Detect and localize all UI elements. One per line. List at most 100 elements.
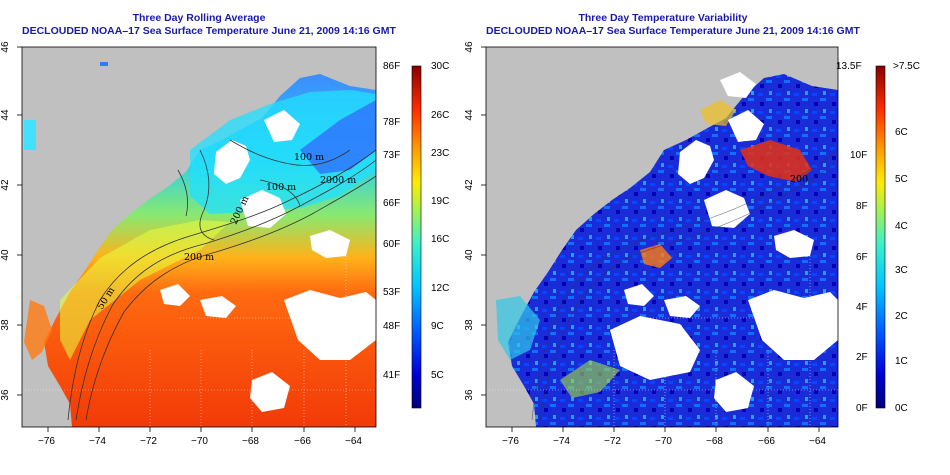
left-cloud-4 [284, 290, 376, 360]
left-cb-c-label: 23C [431, 148, 450, 159]
left-cb-f-label: 73F [383, 150, 401, 161]
left-title-line2: DECLOUDED NOAA–17 Sea Surface Temperatur… [22, 25, 396, 37]
left-lake-1 [100, 62, 108, 66]
tick-marks [17, 46, 820, 432]
right-cb-c-label: >7.5C [893, 61, 920, 72]
left-bathymetry-contours [67, 139, 377, 421]
right-cb-f-label: 10F [850, 150, 868, 161]
right-x-tick: −68 [706, 436, 723, 447]
right-cloud-10 [720, 72, 756, 98]
right-map-frame [485, 46, 839, 428]
left-cb-c-label: 30C [431, 61, 450, 72]
right-y-tick: 40 [464, 249, 475, 261]
left-cb-f-label: 86F [383, 61, 401, 72]
right-coastal-variability [496, 296, 540, 360]
left-colorbar [411, 65, 422, 409]
right-map [485, 46, 839, 428]
left-cloud-2 [264, 110, 300, 142]
right-contour-label: 200 [790, 174, 808, 185]
left-x-tick: −72 [140, 436, 157, 447]
left-y-tick: 36 [0, 389, 11, 401]
left-cloud-8 [310, 230, 350, 258]
left-contour-label: 2000 m [320, 175, 356, 186]
left-y-tick: 44 [0, 109, 11, 121]
right-cloud-7 [624, 284, 654, 306]
left-cb-c-label: 12C [431, 283, 450, 294]
right-cb-c-label: 3C [895, 265, 908, 276]
right-cloud-1 [678, 140, 714, 184]
left-cloud-5 [200, 296, 236, 318]
left-cb-f-label: 78F [383, 117, 401, 128]
left-cb-f-label: 53F [383, 287, 401, 298]
right-cloud-6 [714, 372, 754, 412]
left-gulf-cyan [190, 90, 376, 214]
right-cb-c-label: 2C [895, 311, 908, 322]
left-y-tick: 46 [0, 41, 11, 53]
right-cb-f-label: 0F [856, 403, 868, 414]
left-map-frame [21, 46, 377, 428]
left-cloud-6 [250, 372, 290, 412]
left-x-tick: −64 [345, 436, 362, 447]
right-cb-c-label: 5C [895, 174, 908, 185]
left-graticule [22, 250, 376, 427]
right-cb-c-label: 4C [895, 221, 908, 232]
right-x-tick: −64 [809, 436, 826, 447]
right-high-variability [740, 140, 812, 182]
left-cb-c-label: 9C [431, 321, 444, 332]
left-y-tick: 42 [0, 179, 11, 191]
right-cb-f-label: 6F [856, 252, 868, 263]
right-cb-f-label: 2F [856, 352, 868, 363]
left-cb-c-label: 5C [431, 370, 444, 381]
left-lake-2 [24, 120, 36, 150]
right-cloud-8 [774, 230, 814, 258]
left-x-tick: −66 [294, 436, 311, 447]
left-y-tick: 38 [0, 319, 11, 331]
left-shelf-yellow [60, 220, 230, 360]
left-x-tick: −74 [89, 436, 106, 447]
right-bathymetry-contours [531, 149, 839, 421]
left-cb-c-label: 16C [431, 234, 450, 245]
right-x-tick: −76 [502, 436, 519, 447]
left-cb-f-label: 41F [383, 370, 401, 381]
right-cb-f-label: 4F [856, 302, 868, 313]
right-x-tick: −72 [604, 436, 621, 447]
right-graticule [486, 250, 838, 427]
left-cb-c-label: 19C [431, 196, 450, 207]
left-cb-f-label: 66F [383, 198, 401, 209]
right-x-tick: −70 [655, 436, 672, 447]
right-cb-f-label: 8F [856, 201, 868, 212]
right-y-tick: 42 [464, 179, 475, 191]
left-contour-label: 100 m [294, 152, 324, 163]
left-cloud-1 [214, 140, 250, 184]
right-green-streak [560, 360, 620, 398]
right-cb-c-label: 0C [895, 403, 908, 414]
right-y-tick: 38 [464, 319, 475, 331]
right-cloud-5 [664, 296, 700, 318]
left-contour-label: 200 m [184, 252, 214, 263]
right-y-tick: 36 [464, 389, 475, 401]
left-cold-water [300, 100, 376, 174]
left-cb-c-label: 26C [431, 110, 450, 121]
right-title-line2: DECLOUDED NOAA–17 Sea Surface Temperatur… [486, 25, 860, 37]
left-x-tick: −68 [242, 436, 259, 447]
right-y-tick: 44 [464, 109, 475, 121]
left-x-tick: −76 [38, 436, 55, 447]
right-y-tick: 46 [464, 41, 475, 53]
right-cloud-4 [748, 290, 838, 360]
right-x-tick: −74 [553, 436, 570, 447]
right-title-line1: Three Day Temperature Variability [578, 12, 748, 24]
right-cloud-9 [610, 316, 700, 380]
left-x-tick: −70 [191, 436, 208, 447]
right-cloud-2 [728, 110, 764, 142]
right-cb-c-label: 1C [895, 356, 908, 367]
right-cb-c-label: 6C [895, 127, 908, 138]
left-map [21, 46, 377, 428]
right-cb-f-label: 13.5F [836, 61, 862, 72]
left-cb-f-label: 60F [383, 239, 401, 250]
right-mid-variability [700, 100, 736, 126]
left-y-tick: 40 [0, 249, 11, 261]
left-title-line1: Three Day Rolling Average [132, 12, 266, 24]
right-colorbar [875, 65, 886, 409]
left-contour-label: 100 m [266, 182, 296, 193]
